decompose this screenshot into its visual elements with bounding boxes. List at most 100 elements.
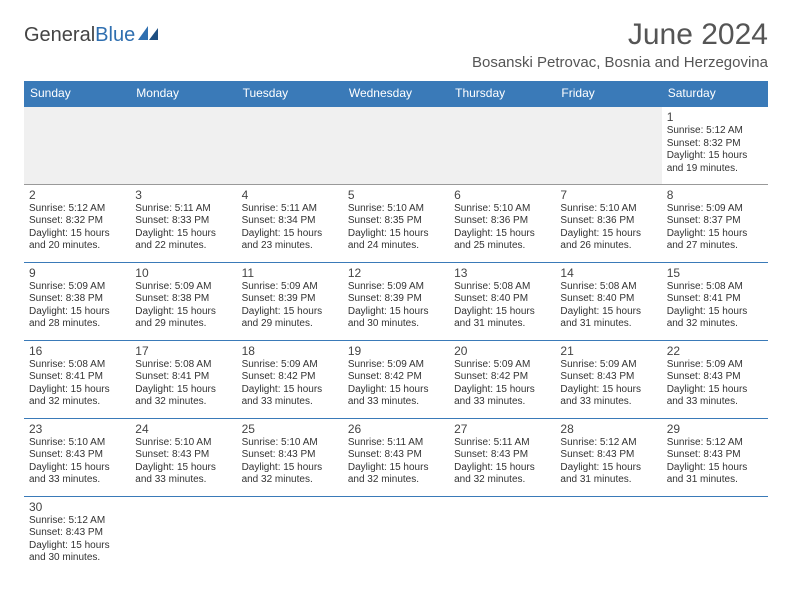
day-info: Sunrise: 5:09 AMSunset: 8:38 PMDaylight:… bbox=[29, 281, 125, 331]
day-info: Sunrise: 5:10 AMSunset: 8:36 PMDaylight:… bbox=[560, 203, 656, 253]
calendar-week: 1Sunrise: 5:12 AMSunset: 8:32 PMDaylight… bbox=[24, 106, 768, 184]
empty-cell bbox=[237, 106, 343, 184]
day-cell: 6Sunrise: 5:10 AMSunset: 8:36 PMDaylight… bbox=[449, 184, 555, 262]
day-number: 5 bbox=[348, 188, 444, 202]
empty-cell bbox=[555, 106, 661, 184]
day-cell: 5Sunrise: 5:10 AMSunset: 8:35 PMDaylight… bbox=[343, 184, 449, 262]
day-cell: 14Sunrise: 5:08 AMSunset: 8:40 PMDayligh… bbox=[555, 262, 661, 340]
day-info: Sunrise: 5:11 AMSunset: 8:34 PMDaylight:… bbox=[242, 203, 338, 253]
day-info: Sunrise: 5:09 AMSunset: 8:42 PMDaylight:… bbox=[242, 359, 338, 409]
day-cell: 28Sunrise: 5:12 AMSunset: 8:43 PMDayligh… bbox=[555, 418, 661, 496]
calendar-week: 9Sunrise: 5:09 AMSunset: 8:38 PMDaylight… bbox=[24, 262, 768, 340]
day-number: 15 bbox=[667, 266, 763, 280]
day-number: 8 bbox=[667, 188, 763, 202]
day-info: Sunrise: 5:09 AMSunset: 8:43 PMDaylight:… bbox=[667, 359, 763, 409]
day-info: Sunrise: 5:10 AMSunset: 8:43 PMDaylight:… bbox=[135, 437, 231, 487]
calendar-week: 2Sunrise: 5:12 AMSunset: 8:32 PMDaylight… bbox=[24, 184, 768, 262]
calendar-week: 30Sunrise: 5:12 AMSunset: 8:43 PMDayligh… bbox=[24, 496, 768, 574]
day-header: Thursday bbox=[449, 81, 555, 106]
day-info: Sunrise: 5:09 AMSunset: 8:38 PMDaylight:… bbox=[135, 281, 231, 331]
day-number: 18 bbox=[242, 344, 338, 358]
day-info: Sunrise: 5:12 AMSunset: 8:43 PMDaylight:… bbox=[667, 437, 763, 487]
day-info: Sunrise: 5:11 AMSunset: 8:33 PMDaylight:… bbox=[135, 203, 231, 253]
day-header: Sunday bbox=[24, 81, 130, 106]
day-number: 28 bbox=[560, 422, 656, 436]
day-cell: 4Sunrise: 5:11 AMSunset: 8:34 PMDaylight… bbox=[237, 184, 343, 262]
logo-text-dark: General bbox=[24, 24, 95, 47]
day-cell: 26Sunrise: 5:11 AMSunset: 8:43 PMDayligh… bbox=[343, 418, 449, 496]
day-info: Sunrise: 5:09 AMSunset: 8:42 PMDaylight:… bbox=[348, 359, 444, 409]
calendar-table: SundayMondayTuesdayWednesdayThursdayFrid… bbox=[24, 81, 768, 574]
day-number: 21 bbox=[560, 344, 656, 358]
day-info: Sunrise: 5:08 AMSunset: 8:41 PMDaylight:… bbox=[135, 359, 231, 409]
empty-cell bbox=[449, 496, 555, 574]
day-cell: 10Sunrise: 5:09 AMSunset: 8:38 PMDayligh… bbox=[130, 262, 236, 340]
day-number: 16 bbox=[29, 344, 125, 358]
day-cell: 9Sunrise: 5:09 AMSunset: 8:38 PMDaylight… bbox=[24, 262, 130, 340]
day-cell: 30Sunrise: 5:12 AMSunset: 8:43 PMDayligh… bbox=[24, 496, 130, 574]
day-cell: 8Sunrise: 5:09 AMSunset: 8:37 PMDaylight… bbox=[662, 184, 768, 262]
day-header: Wednesday bbox=[343, 81, 449, 106]
logo: GeneralBlue bbox=[24, 24, 160, 47]
day-number: 24 bbox=[135, 422, 231, 436]
day-info: Sunrise: 5:12 AMSunset: 8:32 PMDaylight:… bbox=[667, 125, 763, 175]
day-info: Sunrise: 5:11 AMSunset: 8:43 PMDaylight:… bbox=[348, 437, 444, 487]
day-cell: 19Sunrise: 5:09 AMSunset: 8:42 PMDayligh… bbox=[343, 340, 449, 418]
calendar-week: 23Sunrise: 5:10 AMSunset: 8:43 PMDayligh… bbox=[24, 418, 768, 496]
day-number: 26 bbox=[348, 422, 444, 436]
day-number: 3 bbox=[135, 188, 231, 202]
day-number: 19 bbox=[348, 344, 444, 358]
day-info: Sunrise: 5:10 AMSunset: 8:35 PMDaylight:… bbox=[348, 203, 444, 253]
empty-cell bbox=[130, 496, 236, 574]
day-cell: 20Sunrise: 5:09 AMSunset: 8:42 PMDayligh… bbox=[449, 340, 555, 418]
day-number: 4 bbox=[242, 188, 338, 202]
day-number: 7 bbox=[560, 188, 656, 202]
day-number: 30 bbox=[29, 500, 125, 514]
day-number: 14 bbox=[560, 266, 656, 280]
empty-cell bbox=[343, 106, 449, 184]
day-number: 11 bbox=[242, 266, 338, 280]
day-number: 9 bbox=[29, 266, 125, 280]
day-info: Sunrise: 5:09 AMSunset: 8:43 PMDaylight:… bbox=[560, 359, 656, 409]
day-number: 29 bbox=[667, 422, 763, 436]
day-number: 13 bbox=[454, 266, 550, 280]
calendar-body: 1Sunrise: 5:12 AMSunset: 8:32 PMDaylight… bbox=[24, 106, 768, 574]
day-header: Saturday bbox=[662, 81, 768, 106]
day-cell: 13Sunrise: 5:08 AMSunset: 8:40 PMDayligh… bbox=[449, 262, 555, 340]
day-info: Sunrise: 5:09 AMSunset: 8:39 PMDaylight:… bbox=[242, 281, 338, 331]
day-info: Sunrise: 5:08 AMSunset: 8:41 PMDaylight:… bbox=[667, 281, 763, 331]
day-cell: 1Sunrise: 5:12 AMSunset: 8:32 PMDaylight… bbox=[662, 106, 768, 184]
day-number: 10 bbox=[135, 266, 231, 280]
day-header: Monday bbox=[130, 81, 236, 106]
day-cell: 21Sunrise: 5:09 AMSunset: 8:43 PMDayligh… bbox=[555, 340, 661, 418]
day-cell: 16Sunrise: 5:08 AMSunset: 8:41 PMDayligh… bbox=[24, 340, 130, 418]
day-info: Sunrise: 5:12 AMSunset: 8:32 PMDaylight:… bbox=[29, 203, 125, 253]
day-cell: 22Sunrise: 5:09 AMSunset: 8:43 PMDayligh… bbox=[662, 340, 768, 418]
day-number: 12 bbox=[348, 266, 444, 280]
calendar-week: 16 Sunrise: 5:08 AMSunset: 8:41 PMDayligh… bbox=[24, 340, 768, 418]
day-cell: 7Sunrise: 5:10 AMSunset: 8:36 PMDaylight… bbox=[555, 184, 661, 262]
day-cell: 18Sunrise: 5:09 AMSunset: 8:42 PMDayligh… bbox=[237, 340, 343, 418]
day-info: Sunrise: 5:09 AMSunset: 8:37 PMDaylight:… bbox=[667, 203, 763, 253]
empty-cell bbox=[449, 106, 555, 184]
day-header: Friday bbox=[555, 81, 661, 106]
day-info: Sunrise: 5:10 AMSunset: 8:43 PMDaylight:… bbox=[242, 437, 338, 487]
day-info: Sunrise: 5:09 AMSunset: 8:42 PMDaylight:… bbox=[454, 359, 550, 409]
day-number: 20 bbox=[454, 344, 550, 358]
day-info: Sunrise: 5:10 AMSunset: 8:43 PMDaylight:… bbox=[29, 437, 125, 487]
day-cell: 29Sunrise: 5:12 AMSunset: 8:43 PMDayligh… bbox=[662, 418, 768, 496]
logo-flag-icon bbox=[138, 26, 160, 42]
day-number: 2 bbox=[29, 188, 125, 202]
empty-cell bbox=[24, 106, 130, 184]
day-cell: 24Sunrise: 5:10 AMSunset: 8:43 PMDayligh… bbox=[130, 418, 236, 496]
day-info: Sunrise: 5:12 AMSunset: 8:43 PMDaylight:… bbox=[560, 437, 656, 487]
page-header: GeneralBlue June 2024 Bosanski Petrovac,… bbox=[24, 18, 768, 77]
day-info: Sunrise: 5:11 AMSunset: 8:43 PMDaylight:… bbox=[454, 437, 550, 487]
empty-cell bbox=[662, 496, 768, 574]
day-number: 27 bbox=[454, 422, 550, 436]
day-cell: 17Sunrise: 5:08 AMSunset: 8:41 PMDayligh… bbox=[130, 340, 236, 418]
day-info: Sunrise: 5:12 AMSunset: 8:43 PMDaylight:… bbox=[29, 515, 125, 565]
day-number: 23 bbox=[29, 422, 125, 436]
day-cell: 23Sunrise: 5:10 AMSunset: 8:43 PMDayligh… bbox=[24, 418, 130, 496]
logo-text-blue: Blue bbox=[95, 24, 135, 47]
